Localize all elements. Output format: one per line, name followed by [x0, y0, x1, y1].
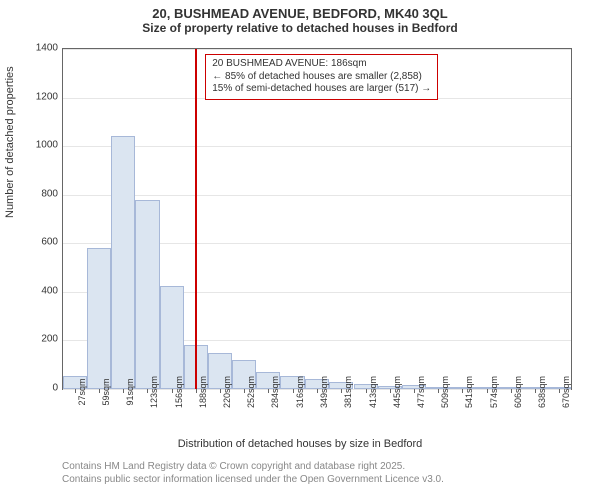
- gridline: [63, 49, 571, 50]
- gridline: [63, 146, 571, 147]
- y-tick-label: 1400: [18, 43, 58, 54]
- x-tick-mark: [293, 389, 294, 393]
- y-tick-label: 800: [18, 188, 58, 199]
- x-tick-label: 413sqm: [368, 376, 378, 408]
- x-tick-label: 188sqm: [198, 376, 208, 408]
- histogram-bar: [111, 136, 135, 389]
- y-tick-label: 200: [18, 334, 58, 345]
- chart-title-line1: 20, BUSHMEAD AVENUE, BEDFORD, MK40 3QL: [0, 6, 600, 21]
- x-tick-mark: [366, 389, 367, 393]
- footer-line1: Contains HM Land Registry data © Crown c…: [62, 460, 444, 473]
- histogram-bar: [87, 248, 111, 389]
- x-tick-label: 381sqm: [343, 376, 353, 408]
- x-tick-mark: [559, 389, 560, 393]
- title-block: 20, BUSHMEAD AVENUE, BEDFORD, MK40 3QL S…: [0, 0, 600, 35]
- x-tick-label: 477sqm: [416, 376, 426, 408]
- histogram-bar: [160, 286, 184, 389]
- x-tick-mark: [535, 389, 536, 393]
- x-tick-label: 638sqm: [537, 376, 547, 408]
- x-tick-label: 220sqm: [222, 376, 232, 408]
- x-tick-label: 59sqm: [101, 378, 111, 405]
- x-tick-mark: [75, 389, 76, 393]
- x-tick-label: 284sqm: [270, 376, 280, 408]
- y-tick-label: 400: [18, 285, 58, 296]
- x-tick-label: 252sqm: [246, 376, 256, 408]
- annotation-line1: 20 BUSHMEAD AVENUE: 186sqm: [212, 58, 431, 71]
- gridline: [63, 195, 571, 196]
- x-tick-label: 316sqm: [295, 376, 305, 408]
- histogram-bar: [135, 200, 160, 389]
- chart-title-line2: Size of property relative to detached ho…: [0, 21, 600, 35]
- x-tick-mark: [414, 389, 415, 393]
- x-tick-mark: [99, 389, 100, 393]
- x-tick-label: 541sqm: [464, 376, 474, 408]
- footer-attribution: Contains HM Land Registry data © Crown c…: [62, 460, 444, 486]
- annotation-line3: 15% of semi-detached houses are larger (…: [212, 83, 431, 96]
- y-tick-label: 0: [18, 383, 58, 394]
- x-tick-mark: [511, 389, 512, 393]
- x-tick-label: 445sqm: [392, 376, 402, 408]
- y-tick-label: 1000: [18, 140, 58, 151]
- x-tick-mark: [487, 389, 488, 393]
- x-tick-label: 156sqm: [174, 376, 184, 408]
- x-tick-label: 27sqm: [77, 378, 87, 405]
- y-axis-label: Number of detached properties: [4, 66, 16, 218]
- annotation-box: 20 BUSHMEAD AVENUE: 186sqm← 85% of detac…: [205, 54, 438, 100]
- chart-container: 20, BUSHMEAD AVENUE, BEDFORD, MK40 3QL S…: [0, 0, 600, 500]
- x-tick-label: 349sqm: [319, 376, 329, 408]
- y-tick-label: 1200: [18, 91, 58, 102]
- x-tick-mark: [172, 389, 173, 393]
- x-tick-mark: [462, 389, 463, 393]
- x-tick-label: 91sqm: [125, 378, 135, 405]
- reference-line: [195, 49, 197, 389]
- y-tick-label: 600: [18, 237, 58, 248]
- x-tick-label: 606sqm: [513, 376, 523, 408]
- plot-area: 20 BUSHMEAD AVENUE: 186sqm← 85% of detac…: [62, 48, 572, 390]
- annotation-line2: ← 85% of detached houses are smaller (2,…: [212, 71, 431, 84]
- x-tick-label: 574sqm: [489, 376, 499, 408]
- x-tick-mark: [438, 389, 439, 393]
- x-tick-label: 509sqm: [440, 376, 450, 408]
- x-tick-label: 670sqm: [561, 376, 571, 408]
- footer-line2: Contains public sector information licen…: [62, 473, 444, 486]
- x-axis-label: Distribution of detached houses by size …: [0, 438, 600, 450]
- x-tick-label: 123sqm: [149, 376, 159, 408]
- x-tick-mark: [390, 389, 391, 393]
